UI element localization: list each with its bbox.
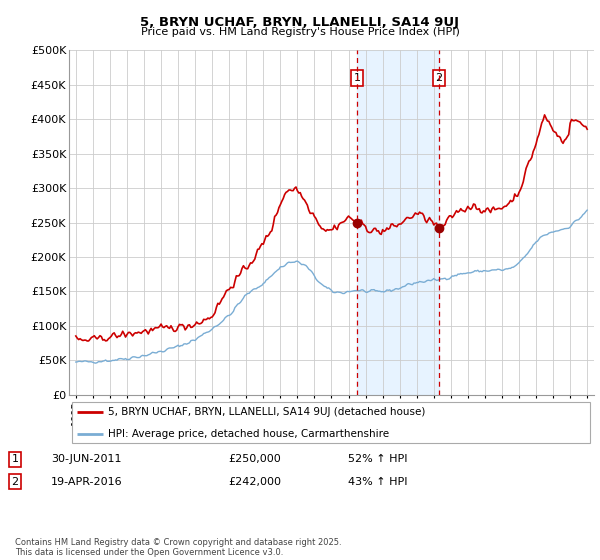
Text: 2: 2 [436, 73, 442, 83]
Text: 1: 1 [11, 454, 19, 464]
Text: 1: 1 [353, 73, 361, 83]
Text: £242,000: £242,000 [228, 477, 281, 487]
Text: 5, BRYN UCHAF, BRYN, LLANELLI, SA14 9UJ (detached house): 5, BRYN UCHAF, BRYN, LLANELLI, SA14 9UJ … [109, 407, 426, 417]
Text: 5, BRYN UCHAF, BRYN, LLANELLI, SA14 9UJ: 5, BRYN UCHAF, BRYN, LLANELLI, SA14 9UJ [140, 16, 460, 29]
Text: £250,000: £250,000 [228, 454, 281, 464]
Text: 43% ↑ HPI: 43% ↑ HPI [348, 477, 407, 487]
Text: HPI: Average price, detached house, Carmarthenshire: HPI: Average price, detached house, Carm… [109, 429, 389, 438]
Bar [357, 50, 439, 395]
Text: 2: 2 [11, 477, 19, 487]
Text: Contains HM Land Registry data © Crown copyright and database right 2025.
This d: Contains HM Land Registry data © Crown c… [15, 538, 341, 557]
FancyBboxPatch shape [71, 402, 590, 443]
Text: Price paid vs. HM Land Registry's House Price Index (HPI): Price paid vs. HM Land Registry's House … [140, 27, 460, 37]
Text: 19-APR-2016: 19-APR-2016 [51, 477, 122, 487]
Text: 30-JUN-2011: 30-JUN-2011 [51, 454, 121, 464]
Text: 52% ↑ HPI: 52% ↑ HPI [348, 454, 407, 464]
